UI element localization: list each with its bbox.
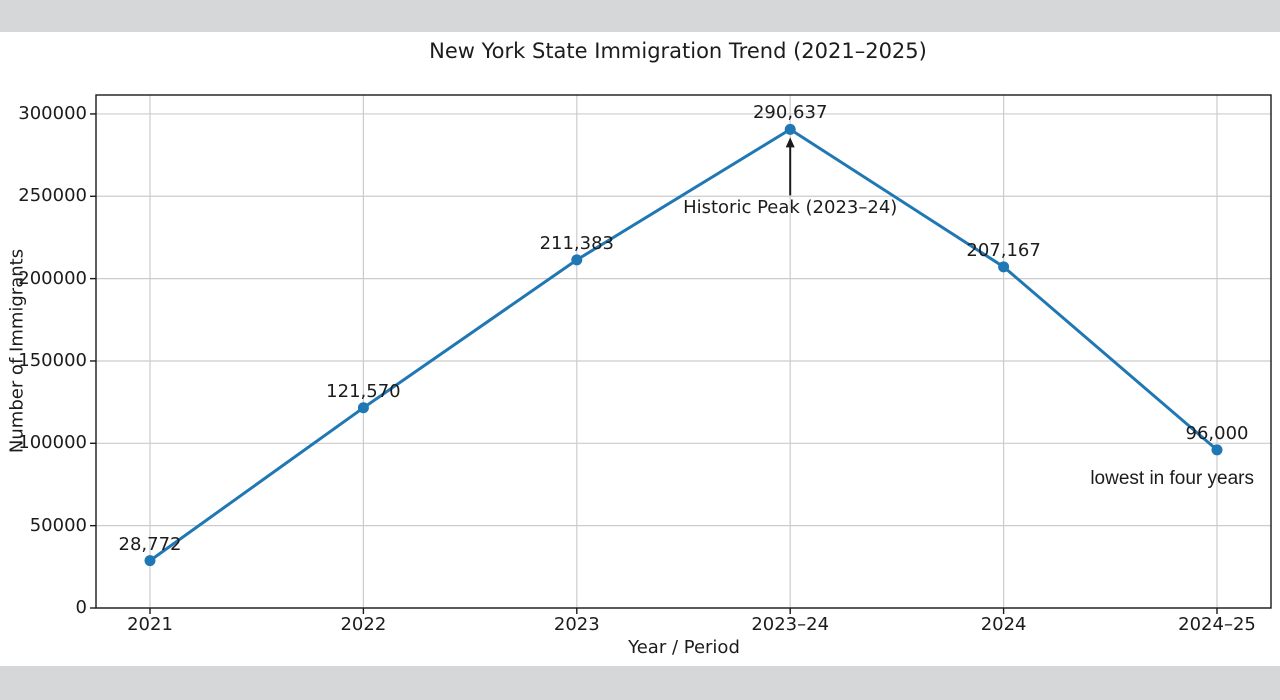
point-value-label: 207,167 bbox=[966, 239, 1041, 261]
ytick-label: 50000 bbox=[29, 514, 87, 536]
point-value-label: 28,772 bbox=[118, 533, 182, 555]
plot-border bbox=[95, 94, 1272, 609]
top-margin-bar bbox=[0, 0, 1280, 32]
xtick-label: 2021 bbox=[127, 614, 173, 635]
data-point-marker bbox=[144, 555, 156, 567]
data-point-marker bbox=[357, 402, 369, 414]
data-line bbox=[148, 127, 1219, 563]
ytick-label: 300000 bbox=[18, 102, 87, 124]
data-point-marker bbox=[571, 254, 583, 266]
x-axis-label: Year / Period bbox=[628, 637, 740, 658]
point-value-label: 96,000 bbox=[1185, 422, 1249, 444]
xtick-label: 2024–25 bbox=[1178, 614, 1256, 635]
data-point-marker bbox=[1211, 444, 1223, 456]
annotation-lowest-in-four-years: lowest in four years bbox=[1090, 468, 1254, 489]
annotation-historic-peak: Historic Peak (2023–24) bbox=[683, 197, 898, 219]
figure-canvas bbox=[0, 32, 1280, 666]
ytick-label: 100000 bbox=[18, 432, 87, 454]
xtick-label: 2023–24 bbox=[751, 614, 830, 635]
ytick-label: 200000 bbox=[18, 267, 87, 289]
ytick-label: 150000 bbox=[18, 349, 87, 371]
annotation-arrow-head bbox=[785, 137, 795, 148]
point-value-label: 121,570 bbox=[326, 380, 401, 402]
xtick-label: 2024 bbox=[980, 614, 1027, 635]
data-point-marker bbox=[998, 261, 1010, 273]
point-value-label: 211,383 bbox=[539, 232, 615, 254]
xtick-label: 2022 bbox=[340, 614, 387, 635]
point-value-label: 290,637 bbox=[752, 102, 828, 124]
bottom-margin-bar bbox=[0, 666, 1280, 700]
ytick-label: 0 bbox=[75, 597, 87, 618]
ytick-label: 250000 bbox=[18, 185, 87, 207]
chart-title: New York State Immigration Trend (2021–2… bbox=[429, 39, 927, 63]
xtick-label: 2023 bbox=[553, 614, 600, 635]
data-point-marker bbox=[784, 123, 796, 135]
